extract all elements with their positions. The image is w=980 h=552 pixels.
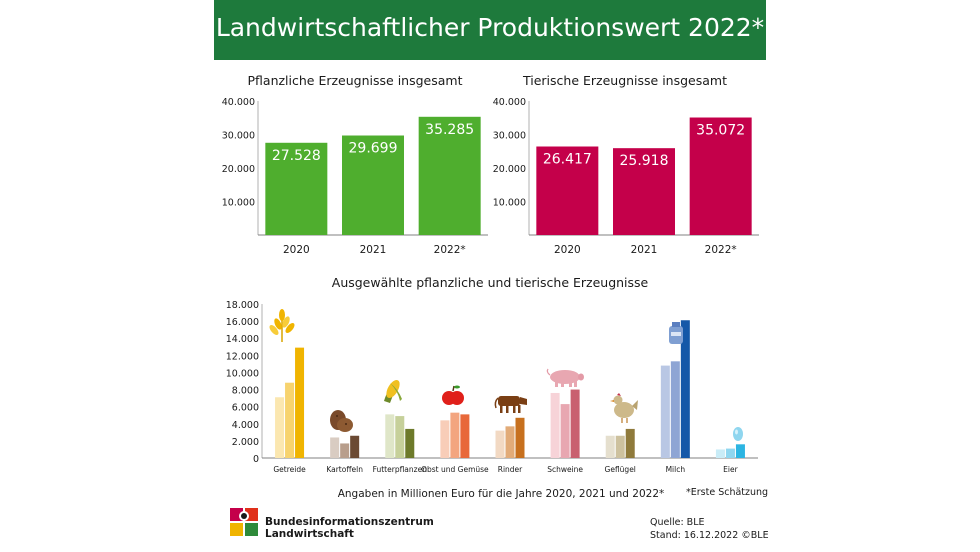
corn-icon: [384, 379, 402, 403]
bar: [275, 397, 285, 458]
pig-icon: [546, 368, 584, 387]
estimate-note: *Erste Schätzung: [686, 487, 769, 498]
bar-value-label: 25.918: [620, 153, 669, 169]
source-label: Quelle: BLE: [650, 517, 705, 528]
bar: [395, 416, 405, 458]
y-tick-label: 30.000: [493, 131, 526, 142]
chart-title: Ausgewählte pflanzliche und tierische Er…: [332, 275, 649, 290]
bar: [613, 148, 675, 235]
bar: [670, 361, 680, 458]
bar: [460, 414, 470, 458]
x-tick-label: 2022*: [705, 244, 737, 256]
bar: [680, 320, 690, 458]
page-title: Landwirtschaftlicher Produktionswert 202…: [215, 13, 765, 42]
chart-title: Tierische Erzeugnisse insgesamt: [522, 73, 727, 88]
y-tick-label: 10.000: [226, 368, 259, 379]
cow-icon: [494, 396, 527, 413]
x-tick-label: Milch: [666, 465, 686, 474]
x-tick-label: Geflügel: [605, 465, 636, 474]
bar: [330, 437, 340, 458]
x-tick-label: Obst und Gemüse: [421, 465, 489, 474]
bar: [615, 435, 625, 458]
bar: [689, 117, 752, 235]
bar: [285, 382, 295, 458]
wheat-icon: [269, 309, 295, 342]
bzl-logo-mark: [230, 508, 258, 536]
logo-line-2: Landwirtschaft: [265, 528, 354, 540]
milk-can-icon: [669, 322, 683, 344]
y-tick-label: 20.000: [222, 164, 255, 175]
bar: [405, 428, 415, 458]
y-tick-label: 4.000: [232, 420, 259, 431]
units-note: Angaben in Millionen Euro für die Jahre …: [337, 488, 665, 500]
y-tick-label: 16.000: [226, 317, 259, 328]
y-tick-label: 10.000: [222, 198, 255, 209]
bar: [560, 404, 570, 458]
bar: [450, 412, 460, 458]
bar: [570, 389, 580, 458]
x-tick-label: Schweine: [547, 465, 583, 474]
y-tick-label: 40.000: [493, 97, 526, 108]
x-tick-label: Rinder: [498, 465, 523, 474]
bar: [495, 430, 505, 458]
x-tick-label: 2020: [283, 244, 310, 256]
bar-value-label: 27.528: [272, 148, 321, 164]
y-tick-label: 12.000: [226, 351, 259, 362]
bar: [265, 142, 328, 235]
y-tick-label: 10.000: [493, 198, 526, 209]
bar-value-label: 35.072: [696, 123, 745, 139]
chart-animal-products: Tierische Erzeugnisse insgesamt 10.000 20.…: [493, 73, 759, 256]
potato-icon: [330, 410, 353, 432]
x-tick-label: Getreide: [273, 465, 306, 474]
logo-line-1: Bundesinformationszentrum: [265, 516, 434, 528]
bar: [625, 428, 635, 458]
y-tick-label: 40.000: [222, 97, 255, 108]
y-tick-label: 30.000: [222, 131, 255, 142]
bar: [515, 417, 525, 458]
y-tick-label: 6.000: [232, 403, 259, 414]
bar: [418, 116, 481, 235]
bar: [605, 435, 615, 458]
bar: [550, 392, 560, 458]
bar: [295, 347, 305, 458]
x-tick-label: 2022*: [434, 244, 466, 256]
x-tick-label: 2021: [360, 244, 387, 256]
bar: [715, 449, 725, 458]
bar: [660, 365, 670, 458]
x-tick-label: Eier: [723, 465, 738, 474]
x-tick-label: 2021: [631, 244, 658, 256]
bar: [725, 448, 735, 458]
bar-value-label: 29.699: [349, 141, 398, 157]
egg-icon: [733, 427, 743, 441]
chart-selected-products: Ausgewählte pflanzliche und tierische Er…: [226, 275, 758, 474]
y-tick-label: 14.000: [226, 334, 259, 345]
bar-value-label: 35.285: [425, 122, 474, 138]
bar: [385, 414, 395, 458]
bar: [536, 146, 599, 235]
chart-plant-products: Pflanzliche Erzeugnisse insgesamt 10.000 2…: [222, 73, 488, 256]
x-tick-label: Kartoffeln: [326, 465, 363, 474]
bar: [350, 435, 360, 458]
product-icons: [269, 309, 743, 441]
bar: [735, 444, 745, 458]
chicken-icon: [610, 393, 638, 423]
x-tick-label: 2020: [554, 244, 581, 256]
bar: [340, 443, 350, 458]
status-label: Stand: 16.12.2022 ©BLE: [650, 530, 769, 541]
y-tick-label: 18.000: [226, 300, 259, 311]
bar: [440, 420, 450, 458]
bar-value-label: 26.417: [543, 152, 592, 168]
chart-title: Pflanzliche Erzeugnisse insgesamt: [248, 73, 463, 88]
apple-icon: [442, 385, 464, 405]
logo: [230, 508, 260, 538]
y-tick-label: 0: [253, 454, 259, 465]
x-tick-label: Futterpflanzen: [373, 465, 428, 474]
bar: [342, 135, 404, 235]
y-tick-label: 8.000: [232, 386, 259, 397]
y-tick-label: 20.000: [493, 164, 526, 175]
bar: [505, 426, 515, 458]
y-tick-label: 2.000: [232, 437, 259, 448]
header-banner: Landwirtschaftlicher Produktionswert 202…: [214, 0, 766, 60]
